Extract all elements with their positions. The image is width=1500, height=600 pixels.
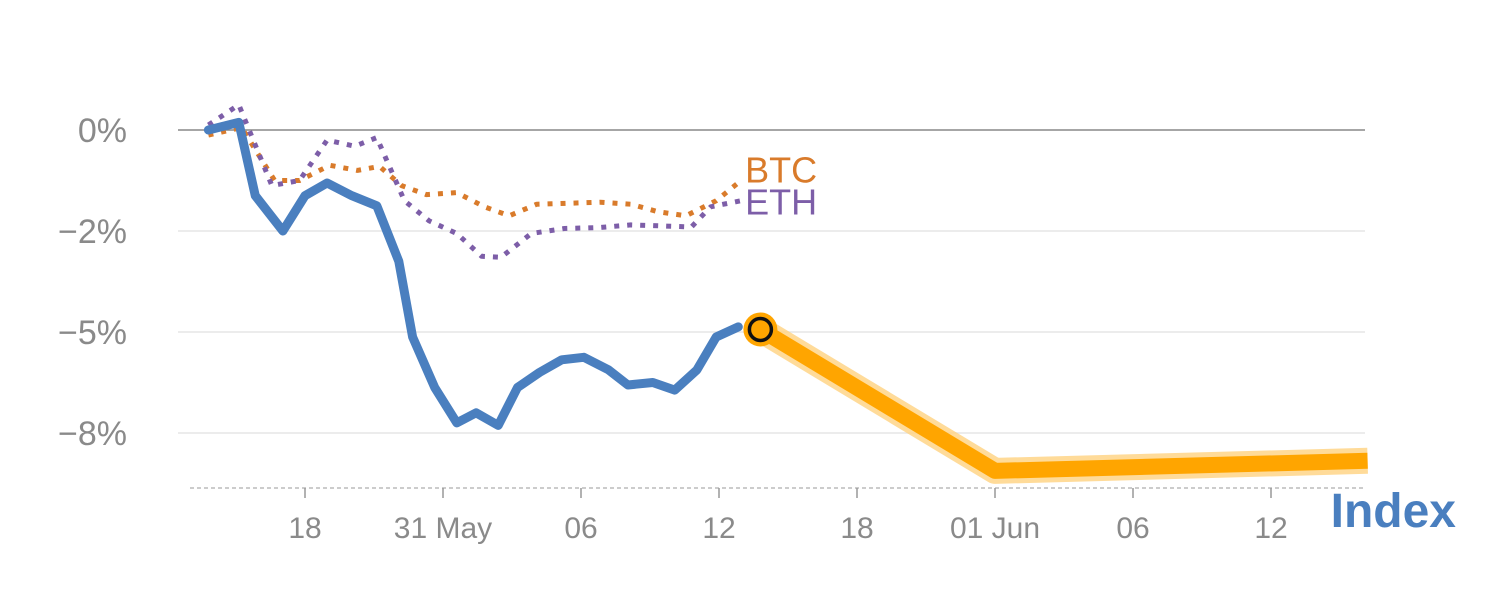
x-tick-label: 06 <box>1116 512 1149 545</box>
btc-series-line <box>207 125 743 219</box>
x-tick-label: 12 <box>1254 512 1287 545</box>
y-axis-ticks: 0% −2% −5% −8% <box>58 112 127 453</box>
eth-series-label: ETH <box>745 182 817 223</box>
index-series-line <box>203 117 743 430</box>
btc-series-label: BTC <box>745 150 817 191</box>
index-series-label: Index <box>1331 485 1457 538</box>
x-tick-label: 18 <box>840 512 873 545</box>
current-point-marker <box>747 316 774 343</box>
y-tick-label: 0% <box>78 112 127 150</box>
y-tick-label: −8% <box>58 415 127 453</box>
y-tick-label: −5% <box>58 314 127 352</box>
projection-line <box>756 322 1368 479</box>
x-tick-label: 12 <box>702 512 735 545</box>
eth-series-line <box>207 102 742 260</box>
x-tick-label: 31 May <box>394 512 492 545</box>
series-labels: BTC ETH Index <box>745 150 1456 539</box>
projection-layer <box>743 312 1368 484</box>
x-axis-ticks: 18 31 May 06 12 18 01 Jun 06 12 <box>288 488 1288 545</box>
x-tick-label: 01 Jun <box>950 512 1040 545</box>
x-tick-label: 18 <box>288 512 321 545</box>
x-tick-label: 06 <box>564 512 597 545</box>
projection-glow <box>753 318 1368 484</box>
y-tick-label: −2% <box>58 213 127 251</box>
series-layer <box>203 102 743 430</box>
